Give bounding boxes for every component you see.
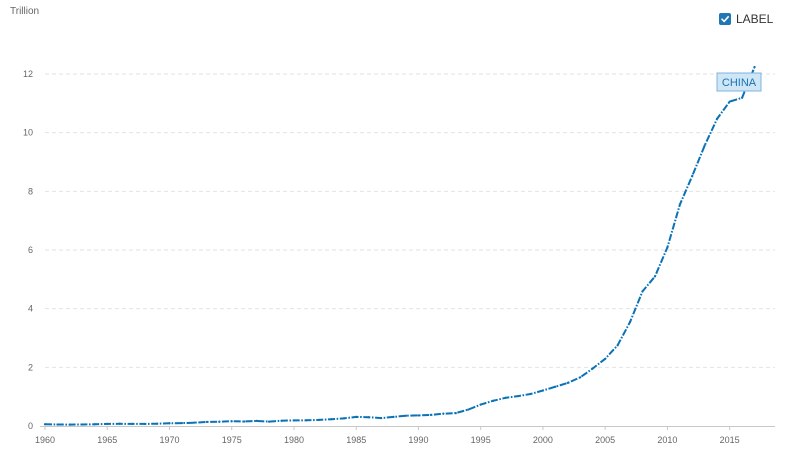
data-point: [43, 423, 47, 426]
data-point: [628, 320, 632, 323]
x-tick-label: 2015: [720, 435, 740, 445]
data-point: [267, 420, 271, 423]
data-point: [716, 117, 719, 120]
data-point: [131, 422, 134, 425]
series-tag-box: [716, 72, 762, 92]
data-point: [516, 394, 520, 398]
data-point: [691, 174, 694, 177]
data-point: [330, 418, 333, 421]
data-point: [243, 420, 246, 423]
data-point: [218, 420, 221, 423]
data-point: [442, 412, 445, 415]
y-tick-label: 8: [28, 186, 33, 196]
data-point: [479, 403, 482, 406]
data-point: [467, 408, 470, 411]
data-point: [392, 415, 395, 419]
data-point: [355, 415, 358, 419]
data-point: [703, 144, 706, 147]
data-point: [305, 419, 308, 422]
series-line-china: [44, 66, 756, 426]
data-point: [205, 420, 208, 424]
y-tick-label: 4: [28, 304, 33, 314]
data-point: [292, 419, 296, 422]
label-toggle-text: LABEL: [736, 12, 774, 26]
data-point: [604, 357, 607, 360]
data-point: [180, 421, 184, 425]
data-point: [541, 389, 545, 392]
data-point: [678, 203, 681, 206]
data-point: [342, 417, 345, 420]
data-point: [155, 422, 159, 425]
data-point: [255, 419, 258, 422]
checkmark-icon[interactable]: [719, 13, 731, 25]
y-tick-label: 6: [28, 245, 33, 255]
data-point: [653, 275, 657, 278]
x-tick-label: 1965: [97, 435, 117, 445]
data-point: [753, 65, 756, 69]
data-point: [504, 396, 507, 399]
data-point: [741, 96, 744, 99]
data-point: [168, 422, 171, 425]
data-point: [492, 399, 495, 402]
data-point: [367, 416, 370, 419]
data-point: [454, 411, 457, 415]
y-axis-unit-label: Trillion: [10, 6, 40, 17]
x-tick-label: 2000: [533, 435, 553, 445]
x-tick-label: 1995: [471, 435, 491, 445]
data-point: [404, 414, 408, 417]
data-point: [68, 423, 71, 426]
data-point: [81, 423, 84, 426]
data-point: [143, 422, 146, 426]
data-point: [579, 376, 582, 379]
data-point: [280, 419, 283, 422]
data-point: [666, 246, 669, 249]
data-point: [317, 418, 320, 421]
x-tick-label: 1985: [346, 435, 366, 445]
data-point: [230, 420, 233, 423]
data-point: [417, 414, 420, 417]
data-point: [554, 385, 557, 388]
label-toggle-checkbox[interactable]: LABEL: [719, 12, 773, 26]
y-tick-label: 0: [28, 421, 33, 431]
data-point: [193, 421, 196, 424]
x-tick-label: 1975: [222, 435, 242, 445]
y-tick-label: 12: [23, 69, 33, 79]
series-tag-label: CHINA: [722, 77, 757, 89]
data-point: [529, 392, 532, 396]
y-tick-label: 10: [23, 128, 33, 138]
data-point: [616, 344, 619, 347]
data-point: [566, 381, 569, 384]
x-tick-label: 1970: [159, 435, 179, 445]
data-point: [728, 100, 731, 103]
x-tick-label: 2005: [595, 435, 615, 445]
data-point: [591, 367, 594, 370]
data-point: [429, 413, 432, 416]
x-tick-label: 1990: [408, 435, 428, 445]
y-tick-label: 2: [28, 362, 33, 372]
data-point: [106, 422, 109, 426]
data-point: [380, 416, 383, 420]
x-tick-label: 1980: [284, 435, 304, 445]
data-point: [93, 423, 96, 426]
data-point: [56, 423, 59, 426]
x-tick-label: 2010: [657, 435, 677, 445]
data-point: [118, 422, 121, 425]
x-tick-label: 1960: [35, 435, 55, 445]
data-point: [641, 290, 644, 293]
